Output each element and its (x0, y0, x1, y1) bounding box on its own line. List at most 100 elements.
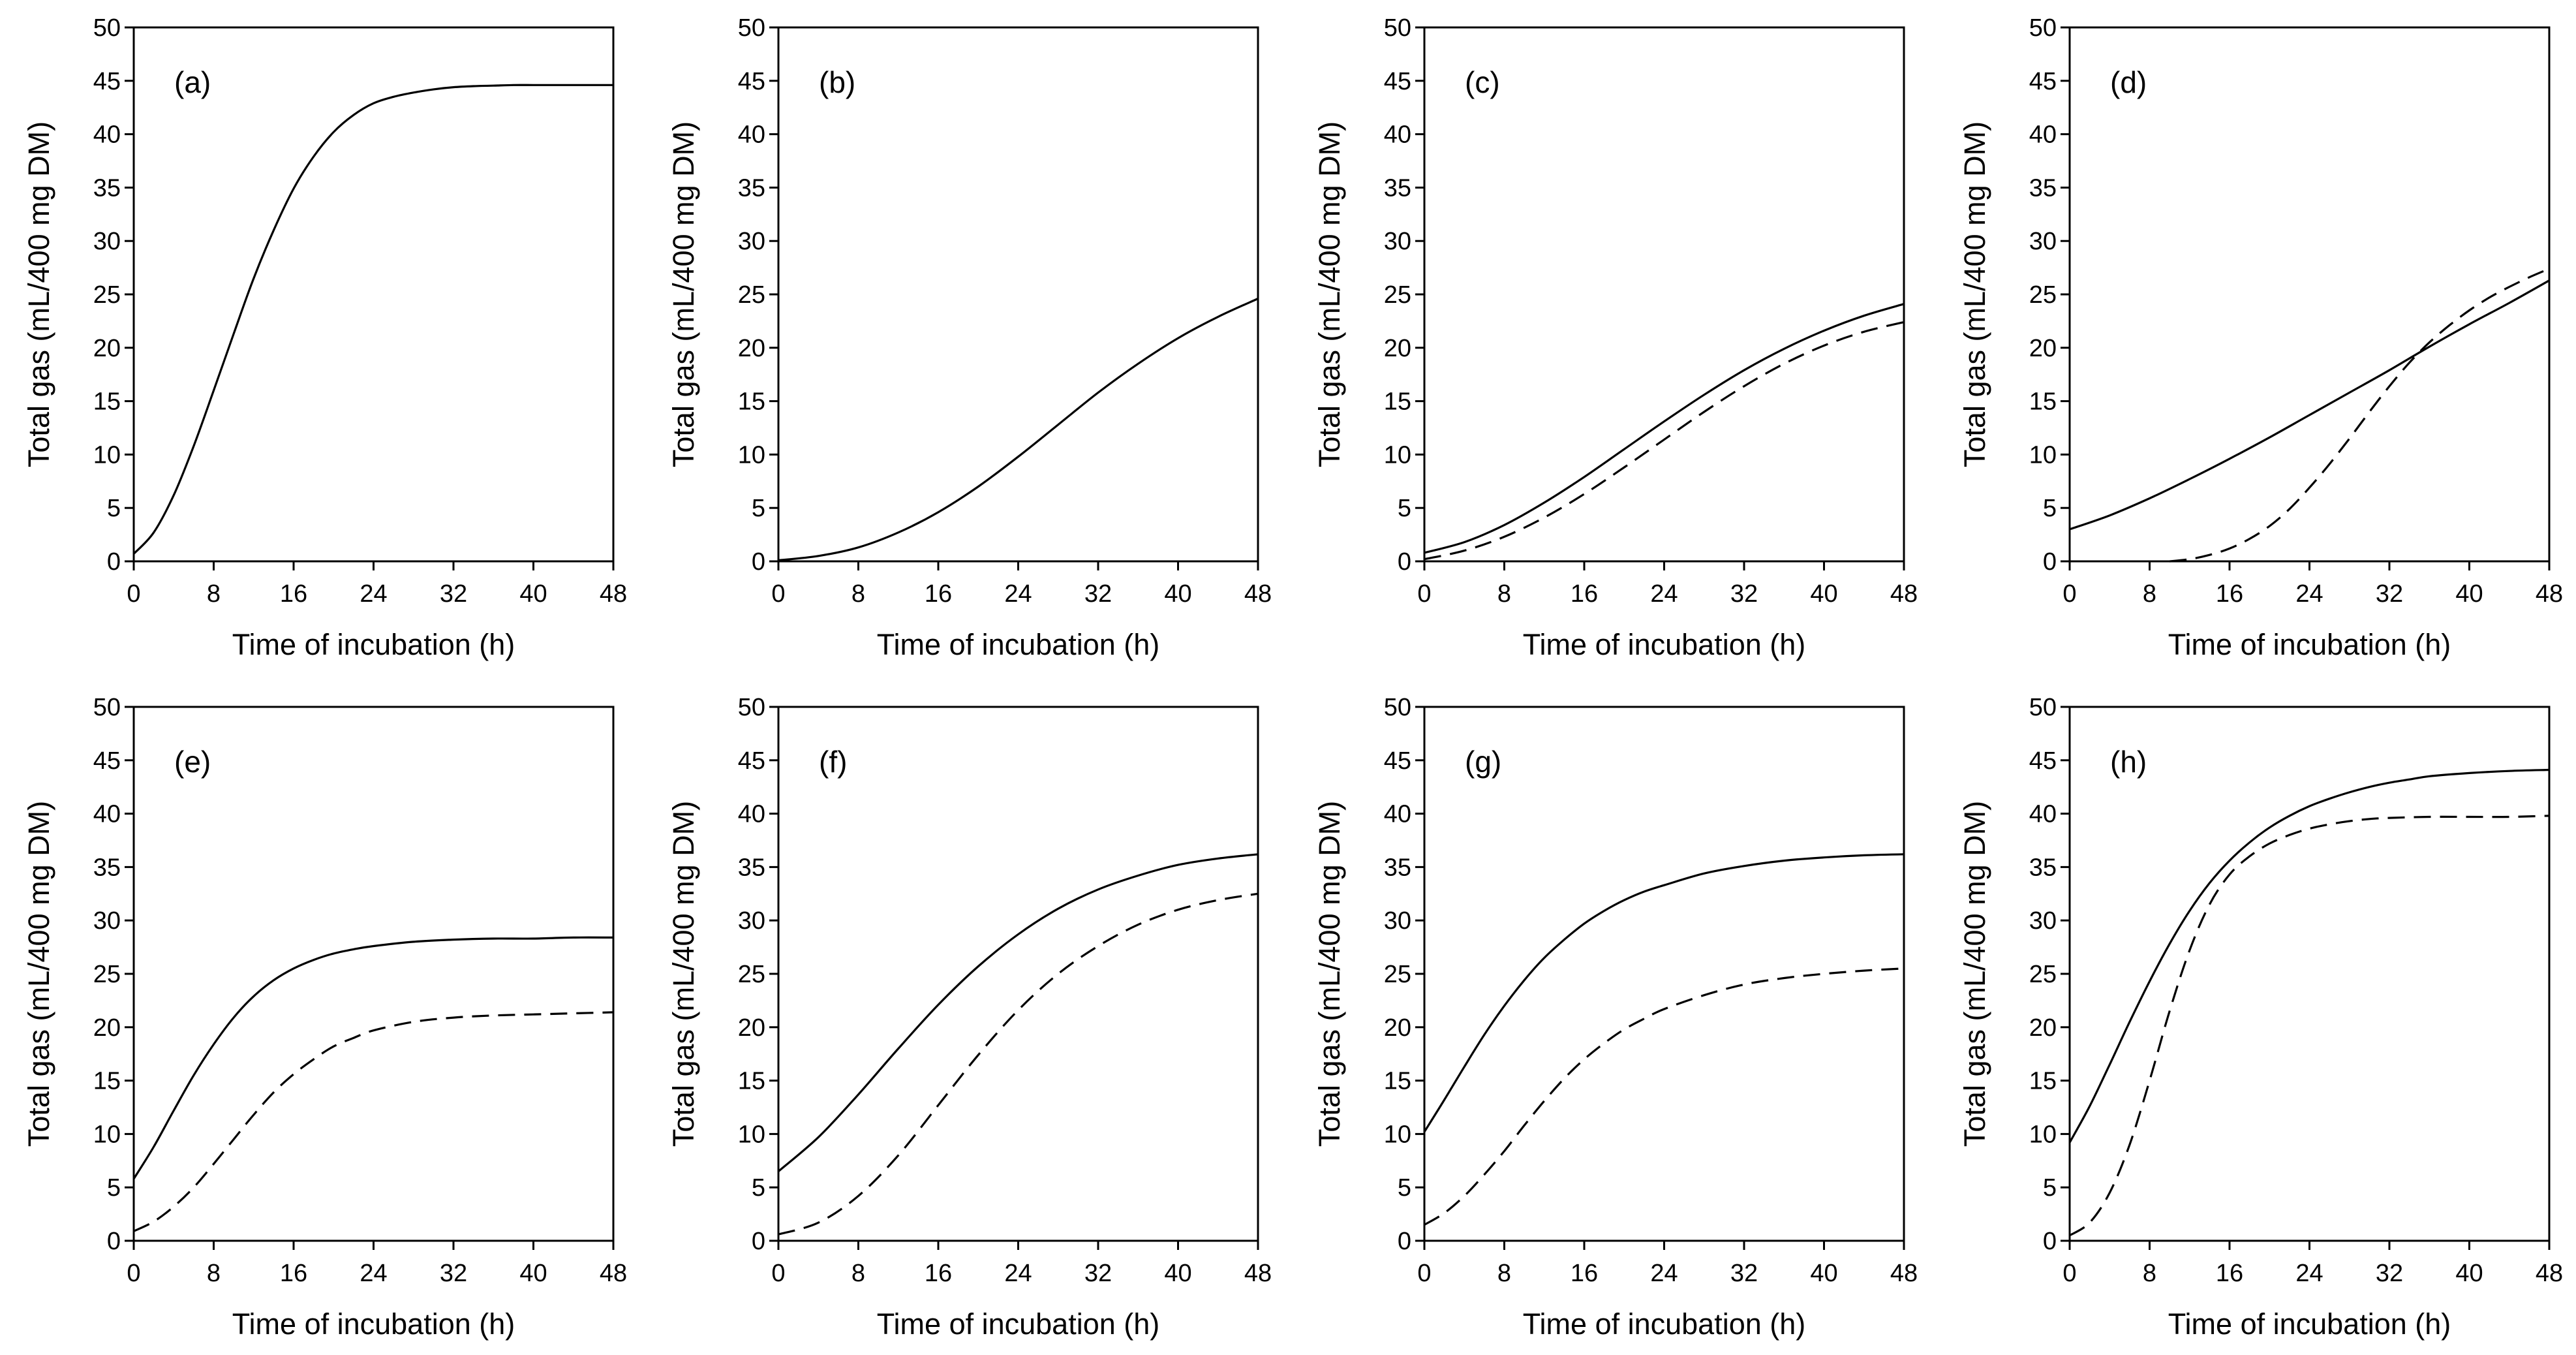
y-axis-title: Total gas (mL/400 mg DM) (667, 801, 700, 1147)
plot-frame (2068, 26, 2551, 563)
series-line-solid (132, 84, 613, 555)
x-tick-label: 24 (1650, 1260, 1678, 1287)
x-tick-label: 8 (2143, 580, 2156, 608)
y-tick-label: 20 (2029, 1014, 2057, 1042)
y-tick-label: 10 (93, 1121, 121, 1148)
x-tick-label: 16 (280, 580, 307, 608)
y-tick-label: 50 (2029, 694, 2057, 721)
series-line-dashed (1424, 967, 1905, 1226)
series-line-solid (777, 853, 1259, 1172)
x-tick-label: 16 (1571, 1260, 1598, 1287)
x-axis-title: Time of incubation (h) (1523, 628, 1806, 661)
y-tick-label: 50 (1384, 694, 1411, 721)
panel-label: (f) (819, 745, 847, 779)
y-tick-label: 0 (752, 1228, 765, 1255)
chart-panel: 0 5 10 15 20 25 30 35 40 45 50 0 8 16 24 32 40 48 Time of … (22, 14, 627, 661)
plot-frame (132, 706, 615, 1242)
x-tick-label: 24 (360, 580, 387, 608)
x-tick-label: 24 (1004, 580, 1032, 608)
x-tick-label: 0 (771, 1260, 785, 1287)
x-tick-label: 8 (2143, 1260, 2156, 1287)
y-tick-label: 45 (1384, 747, 1411, 775)
y-tick-label: 50 (738, 694, 765, 721)
x-axis-title: Time of incubation (h) (232, 628, 515, 661)
x-tick-label: 32 (1084, 1260, 1112, 1287)
x-tick-label: 48 (1890, 1260, 1918, 1287)
y-tick-label: 30 (93, 228, 121, 255)
series-line-solid (1424, 303, 1905, 554)
x-tick-label: 24 (2295, 580, 2323, 608)
x-tick-label: 0 (127, 580, 140, 608)
y-axis-title: Total gas (mL/400 mg DM) (22, 801, 55, 1147)
y-tick-label: 35 (93, 174, 121, 202)
y-tick-label: 15 (93, 388, 121, 416)
x-tick-label: 24 (2295, 1260, 2323, 1287)
y-tick-label: 10 (93, 441, 121, 469)
y-tick-label: 15 (738, 388, 765, 416)
x-axis-title: Time of incubation (h) (2168, 1307, 2451, 1341)
y-tick-label: 45 (738, 68, 765, 95)
y-tick-label: 45 (738, 747, 765, 775)
y-tick-label: 5 (1398, 1174, 1411, 1202)
y-tick-label: 0 (107, 1228, 121, 1255)
y-tick-label: 5 (2043, 495, 2057, 522)
panel-label: (h) (2110, 745, 2147, 779)
x-tick-label: 8 (1497, 1260, 1511, 1287)
x-tick-label: 0 (2062, 580, 2076, 608)
y-tick-label: 30 (738, 228, 765, 255)
y-tick-label: 25 (93, 281, 121, 309)
y-tick-label: 5 (752, 495, 765, 522)
y-tick-label: 35 (2029, 174, 2057, 202)
x-tick-label: 48 (600, 1260, 627, 1287)
y-tick-label: 35 (1384, 174, 1411, 202)
y-tick-label: 10 (1384, 1121, 1411, 1148)
y-tick-label: 20 (2029, 335, 2057, 362)
x-tick-label: 32 (440, 580, 467, 608)
plot-frame (1423, 26, 1905, 563)
x-tick-label: 40 (519, 580, 547, 608)
x-tick-label: 40 (1810, 580, 1837, 608)
y-tick-label: 5 (107, 495, 121, 522)
y-tick-label: 50 (2029, 14, 2057, 42)
y-tick-label: 35 (1384, 854, 1411, 881)
x-tick-label: 0 (1417, 580, 1431, 608)
y-tick-label: 10 (2029, 1121, 2057, 1148)
panel-label: (c) (1465, 65, 1500, 99)
chart-panel: 0 5 10 15 20 25 30 35 40 45 50 0 8 16 24 32 40 48 Time of … (667, 14, 1272, 661)
panel-label: (a) (174, 65, 211, 99)
x-tick-label: 32 (440, 1260, 467, 1287)
x-tick-label: 16 (1571, 580, 1598, 608)
x-tick-label: 32 (2376, 1260, 2403, 1287)
plot-frame (777, 706, 1259, 1242)
y-tick-label: 30 (738, 907, 765, 935)
x-tick-label: 8 (207, 1260, 221, 1287)
y-tick-label: 40 (738, 801, 765, 828)
x-tick-label: 8 (207, 580, 221, 608)
x-tick-label: 24 (1004, 1260, 1032, 1287)
x-tick-label: 40 (1164, 1260, 1191, 1287)
y-tick-label: 40 (2029, 121, 2057, 149)
x-axis-title: Time of incubation (h) (232, 1307, 515, 1341)
x-tick-label: 16 (2216, 580, 2243, 608)
x-tick-label: 16 (925, 1260, 952, 1287)
x-tick-label: 0 (771, 580, 785, 608)
plot-frame (777, 26, 1259, 563)
series-line-solid (132, 936, 614, 1179)
y-tick-label: 35 (738, 174, 765, 202)
y-axis-title: Total gas (mL/400 mg DM) (1958, 121, 1991, 467)
y-tick-label: 5 (1398, 495, 1411, 522)
y-tick-label: 15 (738, 1068, 765, 1095)
y-tick-label: 0 (2043, 1228, 2057, 1255)
y-axis-title: Total gas (mL/400 mg DM) (1958, 801, 1991, 1147)
y-tick-label: 35 (738, 854, 765, 881)
x-tick-label: 32 (2376, 580, 2403, 608)
series-line-dashed (2169, 268, 2550, 563)
y-tick-label: 10 (1384, 441, 1411, 469)
series-line-dashed (133, 1011, 614, 1232)
y-tick-label: 0 (2043, 548, 2057, 576)
y-tick-label: 10 (738, 441, 765, 469)
x-tick-label: 48 (2536, 580, 2563, 608)
series-line-solid (2069, 279, 2550, 531)
y-axis-title: Total gas (mL/400 mg DM) (1313, 801, 1346, 1147)
